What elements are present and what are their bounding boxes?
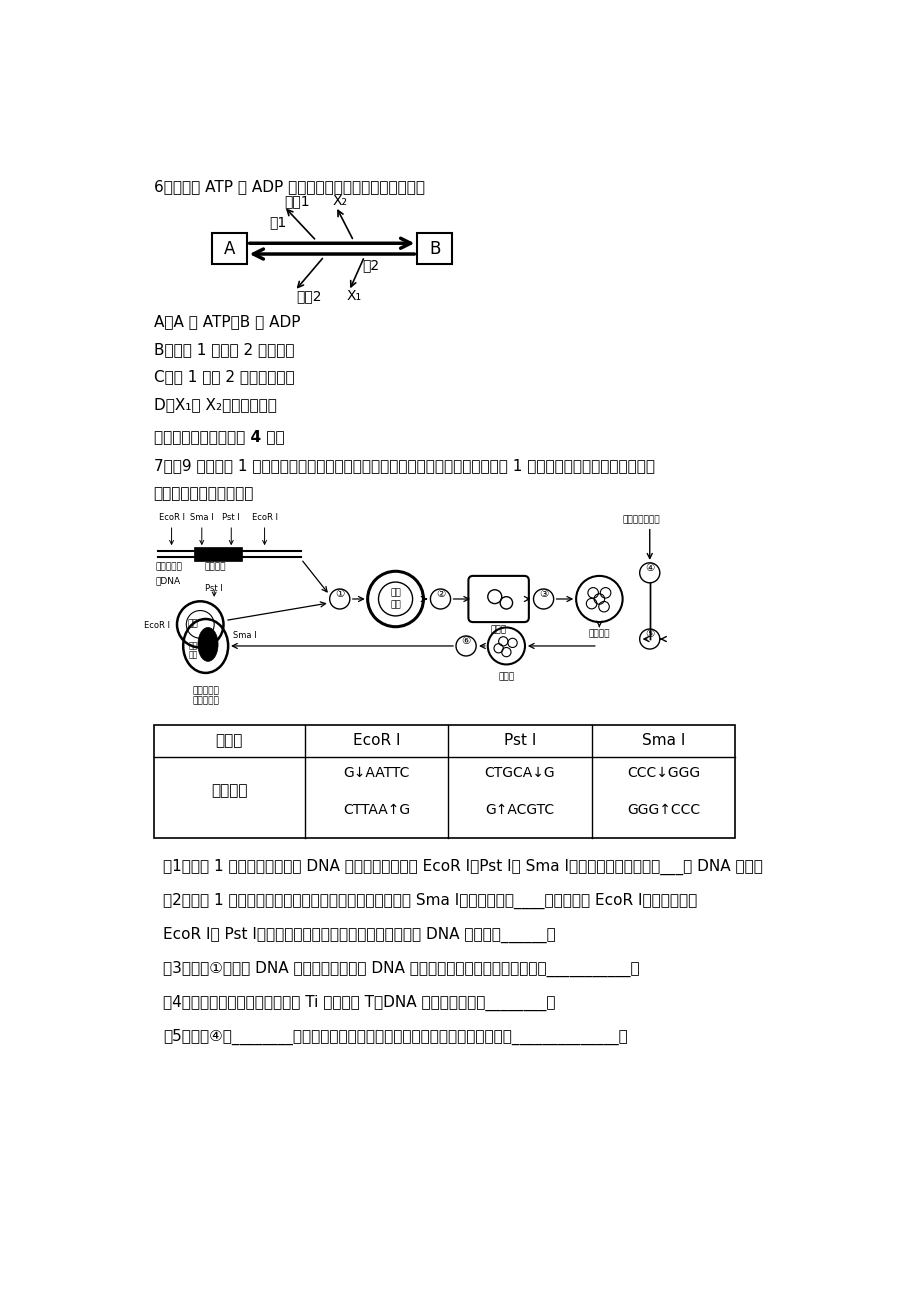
Text: Sma I: Sma I <box>233 630 256 639</box>
Text: Sma I: Sma I <box>641 733 685 749</box>
Bar <box>417 233 451 264</box>
Text: 转基因香蕉: 转基因香蕉 <box>192 686 219 695</box>
Text: 成粒: 成粒 <box>390 600 401 609</box>
Text: 抗感基因: 抗感基因 <box>204 562 225 572</box>
FancyBboxPatch shape <box>468 575 528 622</box>
Text: CCC↓GGG: CCC↓GGG <box>626 766 699 780</box>
Text: 香蕉幼苗组织型: 香蕉幼苗组织型 <box>622 516 660 525</box>
Bar <box>211 233 246 264</box>
Text: Pst I: Pst I <box>504 733 536 749</box>
Text: 质粒: 质粒 <box>187 620 198 629</box>
Text: X₁: X₁ <box>346 289 361 303</box>
Text: （1）将图 1 中的含抗原基因的 DNA 片段用如图所示的 EcoR Ⅰ、Pst Ⅰ和 Sma Ⅰ完全酶切后，可以得到___种 DNA 片段。: （1）将图 1 中的含抗原基因的 DNA 片段用如图所示的 EcoR Ⅰ、Pst… <box>163 859 762 875</box>
Text: 基因: 基因 <box>188 651 198 660</box>
Text: 胚状体: 胚状体 <box>498 672 514 681</box>
Text: ⑥: ⑥ <box>461 635 471 646</box>
Ellipse shape <box>198 628 218 661</box>
Text: ⑤: ⑤ <box>644 629 653 639</box>
Text: A: A <box>223 240 234 258</box>
Text: Pst I: Pst I <box>205 585 222 594</box>
Text: 的人工种子: 的人工种子 <box>192 697 219 706</box>
Text: 能量1: 能量1 <box>284 194 310 208</box>
Text: 愈伤组织: 愈伤组织 <box>588 630 609 639</box>
Text: EcoR I: EcoR I <box>158 513 185 522</box>
Text: 限制酶: 限制酶 <box>215 733 243 749</box>
Text: 位点，请回答下列问题：: 位点，请回答下列问题： <box>153 486 254 501</box>
Text: 酶2: 酶2 <box>362 258 379 272</box>
Text: G↑ACGTC: G↑ACGTC <box>485 803 554 818</box>
Text: 的DNA: 的DNA <box>155 575 180 585</box>
Text: GGG↑CCC: GGG↑CCC <box>626 803 699 818</box>
Text: （4）选用农杆菌是由于农杆菌的 Ti 质粒上的 T－DNA 具有什么特点？________。: （4）选用农杆菌是由于农杆菌的 Ti 质粒上的 T－DNA 具有什么特点？___… <box>163 995 555 1010</box>
Text: C．酶 1 和酶 2 不是同一种酶: C．酶 1 和酶 2 不是同一种酶 <box>153 370 294 384</box>
Text: EcoR I: EcoR I <box>144 621 170 630</box>
Text: 切割位点: 切割位点 <box>210 784 247 798</box>
Text: 二、综合题：本大题共 4 小题: 二、综合题：本大题共 4 小题 <box>153 428 284 444</box>
Text: 农杆菌: 农杆菌 <box>490 625 506 634</box>
Text: （2）用图 1 中的质粒和抗原基因构成重组质粒，不能使用 Sma Ⅰ切割，原因是____；与只使用 EcoR Ⅰ相比较，使用: （2）用图 1 中的质粒和抗原基因构成重组质粒，不能使用 Sma Ⅰ切割，原因是… <box>163 893 697 909</box>
Text: B．能量 1 和能量 2 来源相同: B．能量 1 和能量 2 来源相同 <box>153 342 294 357</box>
Text: （5）步骤④是________过程，培养愈伤组织的培养基中需要添加蔗糖的目的是______________。: （5）步骤④是________过程，培养愈伤组织的培养基中需要添加蔗糖的目的是_… <box>163 1029 627 1044</box>
Bar <box>153 724 734 837</box>
Text: A．A 为 ATP，B 为 ADP: A．A 为 ATP，B 为 ADP <box>153 314 300 329</box>
Text: 6．下图是 ATP 与 ADP 之间的转化图，下列分析错误的是: 6．下图是 ATP 与 ADP 之间的转化图，下列分析错误的是 <box>153 180 425 194</box>
Text: 能量2: 能量2 <box>296 289 321 303</box>
Text: D．X₁和 X₂是同一种物质: D．X₁和 X₂是同一种物质 <box>153 397 277 413</box>
Text: X₂: X₂ <box>332 194 346 208</box>
Text: G↓AATTC: G↓AATTC <box>343 766 409 780</box>
Text: 酶1: 酶1 <box>269 215 286 229</box>
Text: 抗性: 抗性 <box>188 642 198 650</box>
Text: 含抗原基因: 含抗原基因 <box>155 562 182 572</box>
Text: ①: ① <box>335 589 344 599</box>
Text: Pst I: Pst I <box>222 513 240 522</box>
Text: EcoR Ⅰ和 Pst Ⅰ两种限制酶同时处理质粒和含抗原基因的 DNA 的优点是______。: EcoR Ⅰ和 Pst Ⅰ两种限制酶同时处理质粒和含抗原基因的 DNA 的优点是… <box>163 927 555 943</box>
Text: EcoR I: EcoR I <box>352 733 400 749</box>
Text: ②: ② <box>436 589 445 599</box>
Text: EcoR I: EcoR I <box>251 513 278 522</box>
Text: CTTAA↑G: CTTAA↑G <box>343 803 410 818</box>
Text: 7．（9 分）下图 1 是将动物致病菌的抗原基因导入香蕉制成植物疫苗的过程，下表 1 是三种限制酶的识别序列及切割: 7．（9 分）下图 1 是将动物致病菌的抗原基因导入香蕉制成植物疫苗的过程，下表… <box>153 458 654 473</box>
Text: Sma I: Sma I <box>190 513 213 522</box>
Text: B: B <box>428 240 440 258</box>
Text: （3）步骤①所用的 DNA 连接酶对所连接的 DNA 两端碱基序列是否有专一性要求？___________。: （3）步骤①所用的 DNA 连接酶对所连接的 DNA 两端碱基序列是否有专一性要… <box>163 961 639 976</box>
Text: CTGCA↓G: CTGCA↓G <box>484 766 555 780</box>
Text: ③: ③ <box>539 589 548 599</box>
Text: ④: ④ <box>644 562 653 573</box>
Bar <box>194 547 242 561</box>
Text: 重组: 重组 <box>390 589 401 598</box>
